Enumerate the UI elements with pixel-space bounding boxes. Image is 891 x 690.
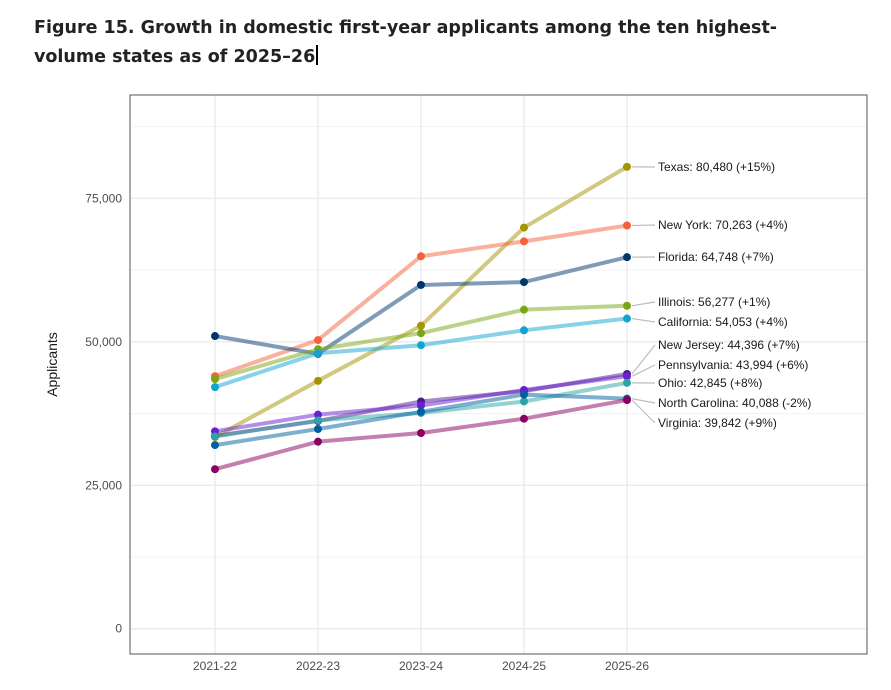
x-tick-label: 2022-23 — [296, 659, 340, 673]
label-leader-line — [631, 399, 656, 424]
label-leader-line — [631, 398, 656, 404]
plot-border — [129, 94, 868, 655]
data-point — [211, 432, 219, 441]
series-label: Texas: 80,480 (+15%) — [658, 160, 775, 174]
x-tick-label: 2023-24 — [399, 659, 443, 673]
label-leader-line — [631, 364, 656, 377]
data-point — [520, 414, 528, 423]
data-point — [623, 378, 631, 387]
text-cursor — [316, 45, 318, 65]
data-point — [520, 305, 528, 314]
data-point — [623, 314, 631, 323]
y-axis-label: Applicants — [44, 332, 60, 397]
series-label: Pennsylvania: 43,994 (+6%) — [658, 358, 808, 372]
data-point — [211, 441, 219, 450]
data-point — [417, 341, 425, 350]
data-point — [520, 237, 528, 246]
series-label: North Carolina: 40,088 (-2%) — [658, 396, 811, 410]
data-point — [314, 336, 322, 345]
x-tick-label: 2025-26 — [605, 659, 649, 673]
data-point — [417, 329, 425, 338]
data-point — [314, 349, 322, 358]
data-point — [417, 429, 425, 438]
data-point — [520, 223, 528, 232]
data-point — [314, 437, 322, 446]
series-label: California: 54,053 (+4%) — [658, 315, 788, 329]
data-point — [211, 465, 219, 474]
y-tick-label: 0 — [115, 622, 122, 636]
label-leader-line — [631, 301, 656, 307]
data-point — [520, 278, 528, 287]
y-tick-label: 25,000 — [85, 478, 122, 492]
data-point — [417, 407, 425, 416]
y-tick-label: 75,000 — [85, 191, 122, 205]
data-point — [417, 280, 425, 289]
data-point — [623, 221, 631, 230]
data-point — [520, 326, 528, 335]
data-point — [211, 375, 219, 384]
data-point — [314, 425, 322, 434]
data-point — [520, 390, 528, 399]
data-point — [417, 252, 425, 261]
data-point — [623, 372, 631, 381]
series-label: Virginia: 39,842 (+9%) — [658, 416, 777, 430]
data-point — [314, 410, 322, 419]
y-tick-label: 50,000 — [85, 335, 122, 349]
data-point — [417, 401, 425, 410]
data-point — [520, 397, 528, 406]
series-label: Illinois: 56,277 (+1%) — [658, 295, 770, 309]
data-point — [417, 321, 425, 330]
data-point — [314, 416, 322, 425]
label-leader-line — [631, 317, 656, 323]
data-point — [211, 383, 219, 392]
series-label: Ohio: 42,845 (+8%) — [658, 376, 762, 390]
chart-title-text: Figure 15. Growth in domestic first-year… — [34, 18, 778, 67]
data-point — [623, 396, 631, 405]
x-tick-label: 2024-25 — [502, 659, 546, 673]
series-label: Florida: 64,748 (+7%) — [658, 250, 774, 264]
data-point — [623, 301, 631, 310]
data-point — [314, 376, 322, 385]
chart-title: Figure 15. Growth in domestic first-year… — [34, 14, 834, 72]
series-label: New York: 70,263 (+4%) — [658, 218, 788, 232]
data-point — [623, 253, 631, 262]
label-leader-line — [631, 344, 656, 375]
data-point — [623, 162, 631, 171]
x-tick-label: 2021-22 — [193, 659, 237, 673]
data-point — [211, 332, 219, 341]
series-label: New Jersey: 44,396 (+7%) — [658, 338, 800, 352]
